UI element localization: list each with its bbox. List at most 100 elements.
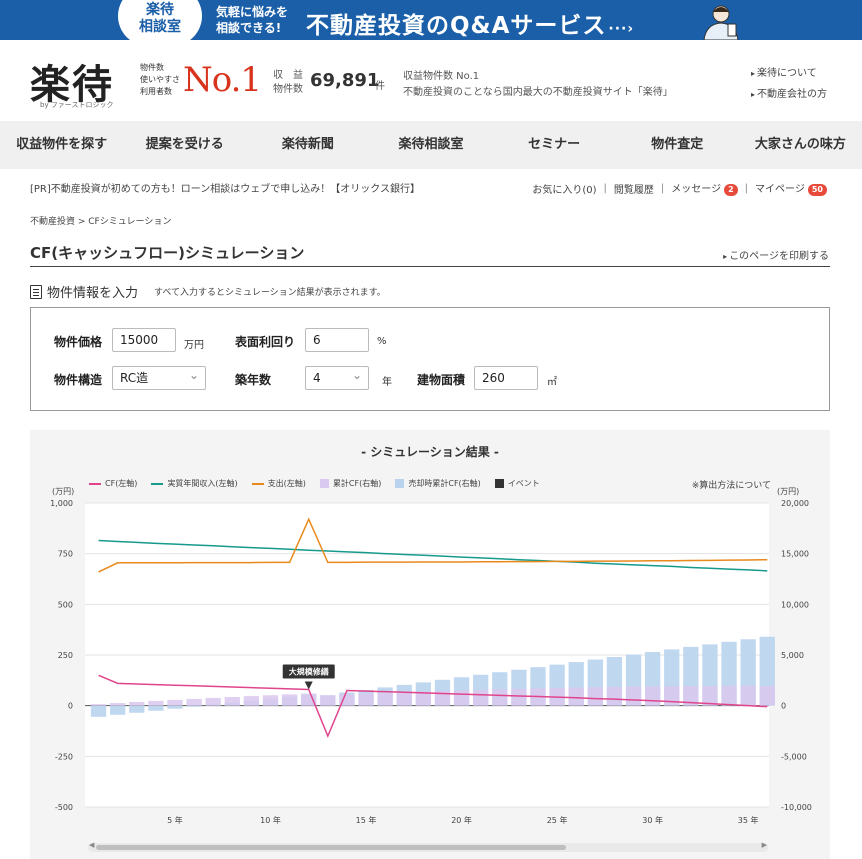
legend-item[interactable]: 累計CF(右軸) bbox=[319, 478, 382, 489]
legend-label: 支出(左軸) bbox=[267, 479, 306, 488]
left-axis-tick-label: 750 bbox=[58, 550, 73, 559]
event-label-box bbox=[282, 664, 335, 679]
sale-cumulative-cf-bar bbox=[90, 705, 107, 717]
left-axis-tick-label: 500 bbox=[58, 600, 73, 609]
input-section-header: 物件情報を入力 すべて入力するとシミュレーション結果が表示されます。 bbox=[30, 282, 386, 301]
yield-unit: % bbox=[377, 336, 387, 347]
separator: | bbox=[744, 182, 749, 194]
scroll-right-arrow-icon[interactable]: ▶ bbox=[761, 841, 767, 849]
right-axis-tick-label: 0 bbox=[781, 702, 786, 711]
left-axis-tick-label: -250 bbox=[55, 752, 73, 761]
sale-cumulative-cf-bar bbox=[167, 705, 183, 709]
right-axis-tick-label: 20,000 bbox=[781, 499, 809, 508]
separator: | bbox=[660, 182, 665, 194]
x-axis-tick-label: 30 年 bbox=[642, 815, 663, 825]
cumulative-cf-bar bbox=[683, 686, 699, 706]
legend-item[interactable]: イベント bbox=[494, 478, 540, 489]
breadcrumb[interactable]: 不動産投資 > CFシミュレーション bbox=[30, 217, 172, 227]
banner-headline-text: 不動産投資のQ&Aサービス bbox=[306, 13, 607, 39]
main-nav: 収益物件を探す 提案を受ける 楽待新聞 楽待相談室 セミナー 物件査定 大家さん… bbox=[0, 121, 862, 169]
nav-item-news[interactable]: 楽待新聞 bbox=[281, 137, 334, 152]
legend-item[interactable]: 支出(左軸) bbox=[251, 478, 306, 489]
age-select[interactable]: 4 bbox=[305, 364, 369, 390]
left-axis-unit: (万円) bbox=[52, 487, 75, 496]
cumulative-cf-bar bbox=[415, 691, 431, 706]
cumulative-cf-bar bbox=[492, 689, 508, 706]
cumulative-cf-bar bbox=[301, 693, 317, 706]
area-input[interactable]: 260 bbox=[474, 366, 538, 390]
scrollbar-thumb[interactable] bbox=[96, 845, 566, 850]
right-axis-tick-label: 15,000 bbox=[781, 550, 809, 559]
x-axis-tick-label: 10 年 bbox=[260, 815, 281, 825]
event-marker bbox=[304, 681, 313, 690]
nav-item-appraisal[interactable]: 物件査定 bbox=[651, 137, 704, 152]
scroll-left-arrow-icon[interactable]: ◀ bbox=[89, 841, 95, 849]
left-axis-tick-label: 1,000 bbox=[50, 499, 73, 508]
sale-cumulative-cf-bar bbox=[148, 705, 164, 711]
yield-label: 表面利回り bbox=[235, 335, 296, 349]
chart-title: - シミュレーション結果 - bbox=[361, 445, 499, 459]
separator: | bbox=[603, 182, 607, 194]
x-axis-tick-label: 25 年 bbox=[547, 815, 568, 825]
messages-count-badge: 2 bbox=[724, 184, 738, 196]
sale-cumulative-cf-bar bbox=[110, 705, 126, 715]
legend-swatch bbox=[151, 482, 164, 485]
cumulative-cf-bar bbox=[511, 688, 527, 706]
favorites-link[interactable]: お気に入り(0) bbox=[532, 184, 597, 196]
cumulative-cf-bar bbox=[625, 686, 642, 706]
nav-item-landlord[interactable]: 大家さんの味方 bbox=[754, 137, 846, 152]
price-label: 物件価格 bbox=[54, 335, 103, 349]
right-axis-tick-label: -5,000 bbox=[781, 752, 807, 761]
cumulative-cf-bar bbox=[587, 687, 603, 706]
section-title: 物件情報を入力 bbox=[47, 286, 139, 301]
price-input[interactable]: 15000 bbox=[112, 328, 176, 352]
print-page-link[interactable]: このページを印刷する bbox=[723, 247, 829, 262]
promo-banner[interactable]: 楽待 相談室 気軽に悩みを 相談できる! 不動産投資のQ&Aサービス ···› bbox=[0, 0, 862, 40]
cumulative-cf-bar bbox=[396, 692, 412, 706]
site-logo[interactable]: 楽待 bbox=[30, 61, 114, 108]
age-unit: 年 bbox=[382, 377, 392, 388]
header-tagline-1: 収益物件数 No.1 bbox=[403, 71, 480, 82]
messages-link[interactable]: メッセージ 2 bbox=[671, 180, 738, 196]
nav-item-search[interactable]: 収益物件を探す bbox=[16, 137, 108, 152]
nav-item-seminar[interactable]: セミナー bbox=[528, 137, 581, 152]
legend-item[interactable]: 売却時累計CF(右軸) bbox=[395, 478, 481, 489]
cumulative-cf-bar bbox=[568, 687, 584, 706]
legend-swatch bbox=[319, 479, 329, 488]
title-divider bbox=[30, 266, 830, 267]
history-link[interactable]: 閲覧履歴 bbox=[613, 184, 654, 196]
legend-label: 累計CF(右軸) bbox=[332, 479, 382, 488]
event-label: 大規模修繕 bbox=[289, 666, 329, 676]
legend-item[interactable]: 実質年間収入(左軸) bbox=[151, 478, 238, 489]
structure-select[interactable]: RC造 bbox=[112, 364, 206, 390]
chart-legend: CF(左軸) 実質年間収入(左軸) 支出(左軸) 累計CF(右軸) 売却時累計CF(右軸… bbox=[89, 478, 554, 489]
user-utility-links: お気に入り(0) | 閲覧履歴 | メッセージ 2 | マイページ 50 bbox=[532, 180, 827, 196]
x-axis-tick-label: 35 年 bbox=[738, 815, 759, 825]
legend-item[interactable]: CF(左軸) bbox=[89, 478, 137, 489]
mypage-link[interactable]: マイページ 50 bbox=[755, 180, 827, 196]
about-link[interactable]: 楽待について bbox=[751, 64, 817, 79]
banner-badge: 楽待 相談室 bbox=[118, 0, 202, 40]
rank-label: 利用者数 bbox=[140, 87, 172, 96]
banner-badge-line2: 相談室 bbox=[139, 19, 181, 35]
nav-item-consult[interactable]: 楽待相談室 bbox=[398, 137, 464, 152]
chart-scrollbar[interactable]: ◀ ▶ bbox=[88, 841, 768, 852]
age-label: 築年数 bbox=[235, 373, 272, 387]
x-axis-tick-label: 20 年 bbox=[451, 815, 472, 825]
cumulative-cf-bar bbox=[473, 689, 489, 706]
calculation-method-link[interactable]: ※算出方法について bbox=[691, 481, 771, 491]
banner-person-illustration bbox=[703, 5, 739, 40]
right-axis-tick-label: 10,000 bbox=[781, 600, 809, 609]
structure-label: 物件構造 bbox=[54, 373, 103, 387]
logo-byline: by ファーストロジック bbox=[40, 101, 114, 109]
pr-link[interactable]: [PR]不動産投資が初めての方も！ローン相談はウェブで申し込み！【オリックス銀行… bbox=[30, 184, 420, 195]
x-axis-tick-label: 5 年 bbox=[167, 815, 183, 825]
right-axis-unit: (万円) bbox=[777, 487, 800, 496]
company-link[interactable]: 不動産会社の方 bbox=[751, 85, 827, 100]
cumulative-cf-bar bbox=[167, 699, 183, 706]
nav-item-proposals[interactable]: 提案を受ける bbox=[145, 137, 224, 152]
property-count-unit: 件 bbox=[375, 81, 385, 92]
cumulative-cf-bar bbox=[224, 696, 240, 706]
yield-input[interactable]: 6 bbox=[305, 328, 369, 352]
cumulative-cf-bar bbox=[702, 685, 718, 706]
